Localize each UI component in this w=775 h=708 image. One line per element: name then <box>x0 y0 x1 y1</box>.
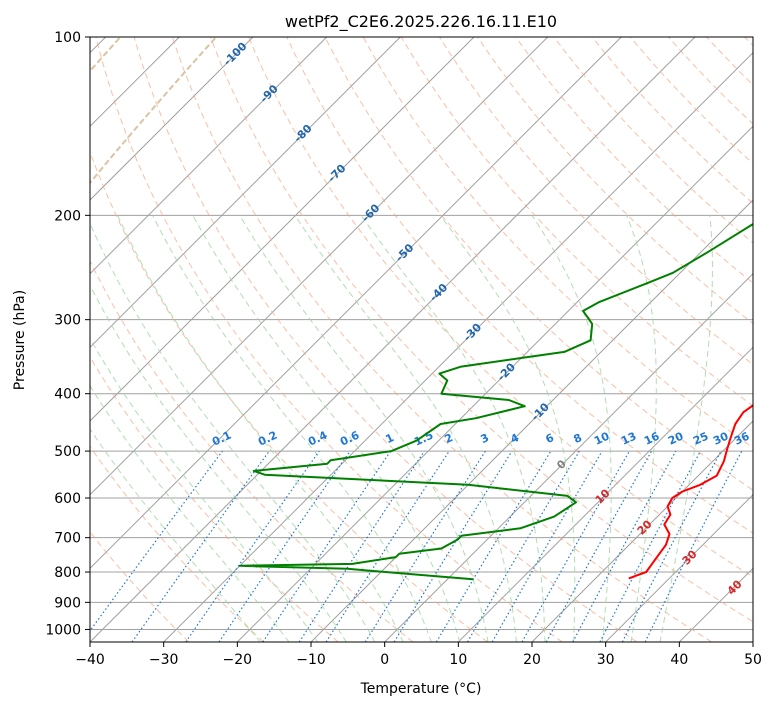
y-tick-label: 400 <box>54 387 81 403</box>
moist-adiabat-line <box>531 215 612 642</box>
moist-adiabat-line <box>90 222 376 642</box>
mixing-ratio-label: 30 <box>711 429 731 447</box>
isotherm-line <box>457 346 753 642</box>
background-lines <box>90 37 753 642</box>
mixing-ratio-line <box>90 450 223 632</box>
moist-adiabat-line <box>192 215 461 642</box>
chart-title: wetPf2_C2E6.2025.226.16.11.E10 <box>285 12 557 32</box>
y-tick-label: 600 <box>54 491 81 507</box>
dry-adiabat-line <box>477 37 753 325</box>
plot-frame <box>89 36 754 643</box>
y-tick-label: 1000 <box>45 622 81 638</box>
axes: −40 −30 −20 −10 0 10 20 30 40 50 100 200 300 400 500 60… <box>45 30 762 668</box>
moist-adiabat-line <box>90 428 261 642</box>
y-tick-label: 800 <box>54 565 81 581</box>
isotherm-line <box>531 420 753 642</box>
isotherm-line <box>90 37 549 496</box>
mixing-ratio-line <box>393 450 513 642</box>
mixing-ratio-label: 16 <box>642 429 662 447</box>
y-tick-label: 300 <box>54 313 81 329</box>
x-tick-label: −10 <box>296 652 326 668</box>
mixing-ratio-line <box>364 450 486 642</box>
dry-adiabat-line <box>90 259 414 642</box>
isotherm-line <box>90 37 328 275</box>
mixing-ratio-line <box>491 450 603 642</box>
dry-adiabat-line <box>324 37 753 491</box>
mixing-ratio-label: 10 <box>592 429 612 447</box>
isotherm-line <box>90 37 475 422</box>
x-tick-label: 20 <box>523 652 541 668</box>
mixing-ratio-line <box>466 450 580 642</box>
x-tick-label: −20 <box>223 652 253 668</box>
dry-adiabat-line <box>629 37 753 165</box>
y-axis-title: Pressure (hPa) <box>12 290 28 390</box>
moist-adiabat-line <box>90 284 347 642</box>
moist-adiabat-line <box>626 215 657 642</box>
dry-adiabat-line <box>90 445 264 642</box>
x-tick-label: 0 <box>380 652 389 668</box>
x-tick-label: 10 <box>449 652 467 668</box>
isotherm-line <box>90 37 254 201</box>
mixing-ratio-line <box>185 450 320 642</box>
moist-adiabat-line <box>659 215 714 642</box>
x-tick-label: 30 <box>597 652 615 668</box>
x-tick-label: −30 <box>149 652 179 668</box>
mixing-ratio-line <box>218 450 351 642</box>
isotherm-line <box>384 272 753 642</box>
x-tick-label: 40 <box>670 652 688 668</box>
x-tick-label: 50 <box>744 652 762 668</box>
mixing-ratio-line <box>572 450 677 642</box>
mixing-ratio-label: 20 <box>666 429 686 447</box>
dry-adiabat-line <box>400 37 753 407</box>
mixing-ratio-line <box>545 450 653 642</box>
moist-adiabat-line <box>152 215 432 642</box>
moist-adiabat-line <box>117 215 404 642</box>
y-tick-label: 900 <box>54 595 81 611</box>
x-tick-label: −40 <box>75 652 105 668</box>
profile-lines <box>238 222 753 581</box>
mixing-ratio-label: 25 <box>691 430 710 448</box>
dry-adiabat-line <box>362 37 753 449</box>
mixing-ratio-label: 36 <box>732 429 752 447</box>
dewpoint-profile-line <box>238 222 753 581</box>
y-tick-label: 500 <box>54 444 81 460</box>
y-tick-label: 200 <box>54 208 81 224</box>
dry-adiabat-line <box>515 37 753 284</box>
isotherm-line <box>236 125 753 642</box>
isotherm-line <box>90 37 696 642</box>
mixing-ratio-line <box>435 450 552 642</box>
moist-adiabat-line <box>360 215 546 642</box>
moist-adiabat-line <box>90 337 319 642</box>
isotherm-line <box>163 51 753 642</box>
moist-adiabat-line <box>239 215 489 642</box>
moist-adiabat-line <box>439 215 576 642</box>
mixing-ratio-line <box>131 450 270 642</box>
mixing-ratio-line <box>521 450 631 642</box>
dry-adiabat-line <box>591 37 753 204</box>
temperature-profile-line <box>628 404 753 580</box>
x-axis-title: Temperature (°C) <box>360 681 482 697</box>
dry-adiabat-line <box>171 37 712 642</box>
dry-adiabat-line <box>95 37 563 642</box>
dry-adiabat-line <box>248 37 753 578</box>
y-tick-label: 100 <box>54 30 81 46</box>
dry-adiabat-line <box>210 37 753 623</box>
y-tick-label: 700 <box>54 531 81 547</box>
isotherm-line <box>90 37 622 570</box>
isotherm-line <box>605 493 753 642</box>
mixing-ratio-label: 13 <box>619 430 638 448</box>
isotherm-line <box>90 37 401 349</box>
